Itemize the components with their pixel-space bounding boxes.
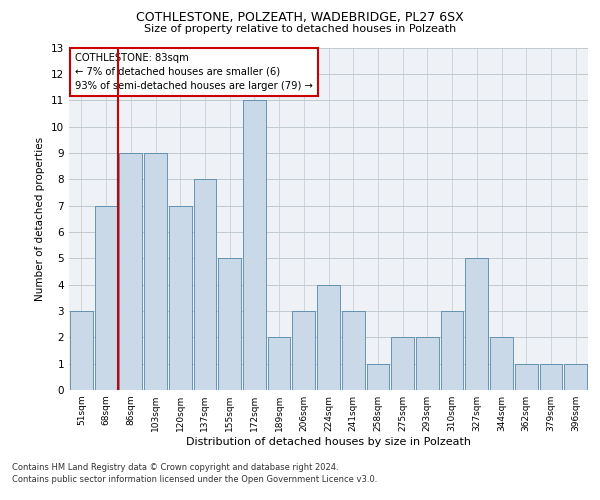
Bar — [243, 100, 266, 390]
Bar — [564, 364, 587, 390]
Bar — [515, 364, 538, 390]
Bar — [70, 311, 93, 390]
Bar — [391, 338, 414, 390]
Text: Contains HM Land Registry data © Crown copyright and database right 2024.: Contains HM Land Registry data © Crown c… — [12, 462, 338, 471]
Bar — [194, 179, 216, 390]
X-axis label: Distribution of detached houses by size in Polzeath: Distribution of detached houses by size … — [186, 437, 471, 447]
Bar — [466, 258, 488, 390]
Bar — [169, 206, 191, 390]
Bar — [119, 153, 142, 390]
Text: Size of property relative to detached houses in Polzeath: Size of property relative to detached ho… — [144, 24, 456, 34]
Y-axis label: Number of detached properties: Number of detached properties — [35, 136, 46, 301]
Bar — [292, 311, 315, 390]
Bar — [490, 338, 513, 390]
Bar — [317, 284, 340, 390]
Bar — [95, 206, 118, 390]
Text: COTHLESTONE: 83sqm
← 7% of detached houses are smaller (6)
93% of semi-detached : COTHLESTONE: 83sqm ← 7% of detached hous… — [75, 52, 313, 90]
Bar — [441, 311, 463, 390]
Text: Contains public sector information licensed under the Open Government Licence v3: Contains public sector information licen… — [12, 475, 377, 484]
Bar — [539, 364, 562, 390]
Bar — [367, 364, 389, 390]
Bar — [268, 338, 290, 390]
Text: COTHLESTONE, POLZEATH, WADEBRIDGE, PL27 6SX: COTHLESTONE, POLZEATH, WADEBRIDGE, PL27 … — [136, 12, 464, 24]
Bar — [144, 153, 167, 390]
Bar — [416, 338, 439, 390]
Bar — [342, 311, 365, 390]
Bar — [218, 258, 241, 390]
